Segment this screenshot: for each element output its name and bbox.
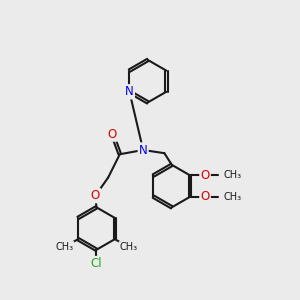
Text: CH₃: CH₃	[224, 170, 242, 181]
Text: CH₃: CH₃	[224, 192, 242, 202]
Text: O: O	[108, 128, 117, 141]
Text: O: O	[91, 189, 100, 202]
Text: Cl: Cl	[91, 257, 102, 270]
Text: N: N	[139, 143, 148, 157]
Text: CH₃: CH₃	[120, 242, 138, 252]
Text: CH₃: CH₃	[55, 242, 73, 252]
Text: O: O	[200, 169, 210, 182]
Text: N: N	[125, 85, 134, 98]
Text: O: O	[200, 190, 210, 203]
